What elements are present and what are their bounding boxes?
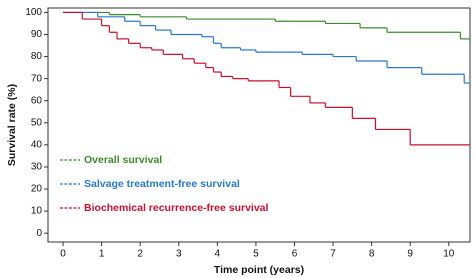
legend-label: Biochemical recurrence-free survival bbox=[84, 202, 269, 214]
legend-label: Salvage treatment-free survival bbox=[84, 178, 240, 190]
x-tick-label: 6 bbox=[292, 249, 298, 260]
plot-frame bbox=[47, 7, 471, 243]
y-tick-label: 10 bbox=[31, 206, 43, 217]
y-axis-title: Survival rate (%) bbox=[6, 84, 18, 166]
y-tick-label: 60 bbox=[31, 95, 43, 106]
y-tick-label: 90 bbox=[31, 29, 43, 40]
x-axis-title: Time point (years) bbox=[214, 264, 304, 276]
x-tick-label: 3 bbox=[176, 249, 182, 260]
x-tick-label: 1 bbox=[99, 249, 105, 260]
x-tick-label: 5 bbox=[253, 249, 259, 260]
y-tick-label: 30 bbox=[31, 162, 43, 173]
x-tick-label: 7 bbox=[330, 249, 336, 260]
legend-label: Overall survival bbox=[84, 154, 162, 166]
y-tick-label: 70 bbox=[31, 73, 43, 84]
x-tick-label: 9 bbox=[407, 249, 413, 260]
y-tick-label: 20 bbox=[31, 184, 43, 195]
x-tick-label: 4 bbox=[215, 249, 221, 260]
x-tick-label: 8 bbox=[369, 249, 375, 260]
y-tick-label: 80 bbox=[31, 51, 43, 62]
y-tick-label: 100 bbox=[25, 7, 42, 18]
y-tick-label: 0 bbox=[36, 228, 42, 239]
x-tick-label: 10 bbox=[443, 249, 455, 260]
x-tick-label: 2 bbox=[137, 249, 143, 260]
x-tick-label: 0 bbox=[60, 249, 66, 260]
y-tick-label: 50 bbox=[31, 117, 43, 128]
y-tick-label: 40 bbox=[31, 140, 43, 151]
